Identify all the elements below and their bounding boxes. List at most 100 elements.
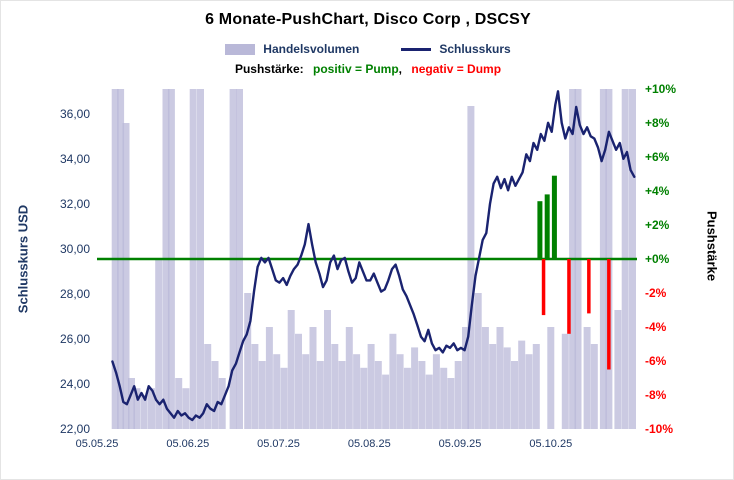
volume-bar — [425, 374, 433, 429]
left-axis-title: Schlusskurs USD — [15, 204, 31, 314]
pump-bar — [551, 175, 557, 259]
volume-bar — [302, 354, 310, 429]
volume-bar — [122, 123, 130, 429]
x-axis-tick-label: 05.07.25 — [257, 438, 300, 450]
left-axis-tick-label: 28,00 — [60, 287, 90, 301]
volume-bar — [345, 327, 353, 429]
legend-item-volume: Handelsvolumen — [225, 42, 359, 56]
volume-bar — [367, 344, 375, 429]
volume-bar — [133, 388, 141, 429]
subtitle-comma: , — [398, 62, 403, 76]
subtitle: Pushstärke: positiv = Pump, negativ = Du… — [1, 62, 733, 76]
volume-bar — [561, 333, 569, 429]
volume-bar — [440, 367, 448, 429]
volume-bar — [287, 310, 295, 429]
x-axis-tick-label: 05.09.25 — [439, 438, 482, 450]
right-axis-tick-label: +0% — [645, 252, 670, 266]
volume-bar — [265, 327, 273, 429]
close-price-line — [111, 90, 636, 422]
left-axis-tick-label: 26,00 — [60, 332, 90, 346]
volume-bar — [280, 367, 288, 429]
volume-bar — [128, 378, 135, 429]
volume-bar — [155, 259, 163, 429]
volume-bar — [338, 361, 346, 429]
volume-bar — [474, 293, 482, 429]
volume-bar — [411, 347, 419, 429]
volume-bar — [432, 354, 440, 429]
dump-bar — [541, 259, 546, 316]
volume-bar — [140, 395, 148, 429]
volume-bar — [614, 310, 622, 429]
volume-bar — [396, 354, 404, 429]
right-axis-tick-label: +10% — [645, 82, 676, 96]
right-axis-tick-label: +6% — [645, 150, 670, 164]
legend-volume-label: Handelsvolumen — [263, 42, 360, 56]
left-axis-tick-label: 30,00 — [60, 242, 90, 256]
pump-bar — [537, 201, 543, 259]
volume-bar — [382, 374, 390, 429]
left-axis-tick-label: 24,00 — [60, 377, 90, 391]
right-axis-tick-label: -10% — [645, 422, 673, 436]
volume-bar — [244, 293, 252, 429]
right-axis-tick-label: -8% — [645, 388, 667, 402]
right-axis-tick-label: +8% — [645, 116, 670, 130]
volume-bar — [360, 367, 368, 429]
legend: Handelsvolumen Schlusskurs — [1, 41, 733, 57]
right-axis-title: Pushstärke — [704, 210, 720, 282]
x-axis-tick-label: 05.05.25 — [76, 438, 119, 450]
volume-bar — [258, 361, 266, 429]
right-axis-tick-label: +4% — [645, 184, 670, 198]
volume-bar — [211, 361, 219, 429]
x-axis-tick-label: 05.10.25 — [529, 438, 572, 450]
subtitle-prefix: Pushstärke: — [234, 62, 304, 76]
subtitle-pump: positiv = Pump — [312, 62, 399, 76]
volume-bar — [182, 388, 190, 429]
volume-bar — [447, 378, 455, 429]
volume-bar — [583, 327, 591, 429]
volume-bar — [374, 361, 382, 429]
legend-close-label: Schlusskurs — [439, 42, 511, 56]
volume-bar — [489, 344, 497, 429]
volume-bar — [481, 327, 489, 429]
chart-title: 6 Monate-PushChart, Disco Corp , DSCSY — [205, 11, 531, 28]
dump-bar — [567, 259, 571, 334]
right-axis-tick-label: -4% — [645, 320, 667, 334]
volume-bar — [273, 354, 281, 429]
volume-bar — [389, 333, 397, 429]
volume-bar — [462, 327, 469, 429]
dump-bar — [607, 259, 611, 370]
dump-bar — [587, 259, 591, 314]
volume-bar — [590, 344, 598, 429]
right-axis-tick-label: -2% — [645, 286, 667, 300]
volume-bar — [532, 344, 540, 429]
volume-bar — [331, 344, 339, 429]
x-axis-tick-label: 05.06.25 — [166, 438, 209, 450]
volume-bar — [324, 310, 331, 429]
volume-bar — [418, 361, 426, 429]
volume-bar — [309, 327, 317, 429]
legend-item-close: Schlusskurs — [401, 42, 511, 56]
close-line-swatch-icon — [401, 47, 432, 51]
volume-bar — [204, 344, 212, 429]
volume-bar — [403, 367, 411, 429]
volume-swatch-icon — [225, 43, 256, 55]
right-axis-tick-label: -6% — [645, 354, 667, 368]
pump-bars — [537, 175, 557, 259]
left-axis-tick-label: 22,00 — [60, 422, 90, 436]
volume-bar — [295, 333, 302, 429]
volume-bar — [251, 344, 259, 429]
volume-bar — [503, 347, 511, 429]
left-axis-tick-label: 32,00 — [60, 197, 90, 211]
volume-bar — [467, 106, 475, 429]
volume-bar — [316, 361, 324, 429]
pump-bar — [544, 194, 550, 259]
volume-bar — [511, 361, 518, 429]
volume-bar — [175, 378, 183, 429]
dump-bars — [541, 259, 611, 370]
left-axis-tick-label: 34,00 — [60, 152, 90, 166]
left-axis-tick-label: 36,00 — [60, 107, 90, 121]
x-axis-tick-label: 05.08.25 — [348, 438, 391, 450]
volume-bar — [525, 354, 533, 429]
